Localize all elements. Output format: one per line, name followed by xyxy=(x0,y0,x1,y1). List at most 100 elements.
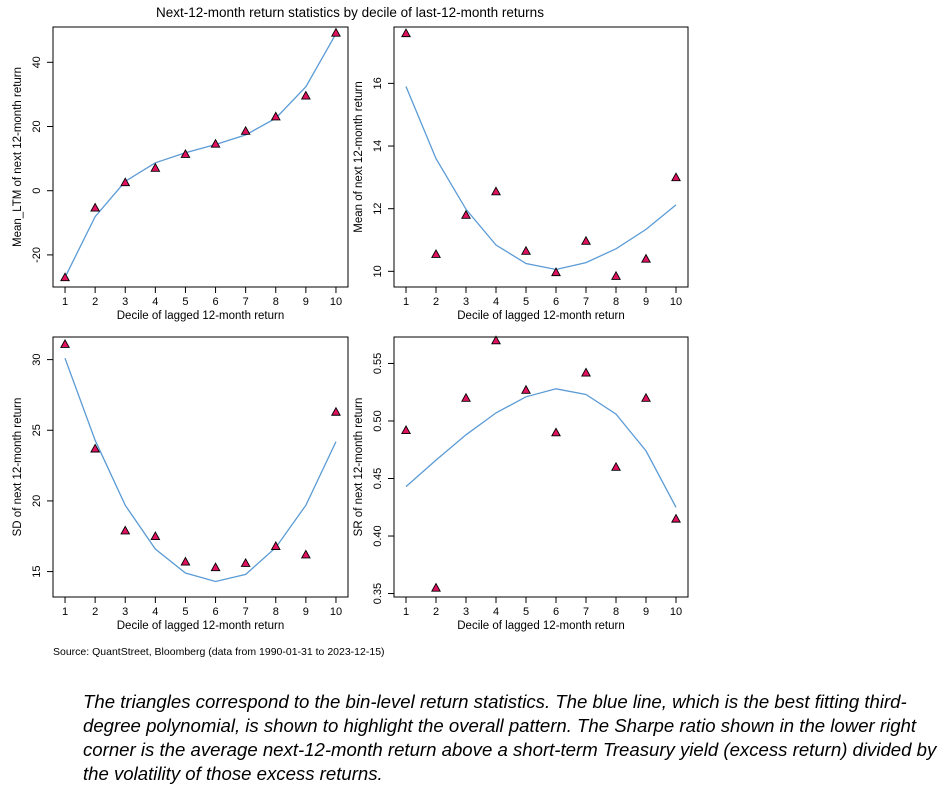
data-point-triangle xyxy=(431,582,441,592)
fit-line xyxy=(64,357,337,583)
fit-line xyxy=(405,388,677,508)
data-point-triangle xyxy=(431,248,441,258)
y-tick-label: 0.45 xyxy=(372,468,384,489)
panel-top-left: 1 2 3 4 5 6 7 8 9 10 -20 0 20 40 Decile of lagged 12-m… xyxy=(12,26,349,322)
data-point-triangle xyxy=(240,557,251,567)
data-point-triangle xyxy=(270,111,281,121)
x-axis-label: Decile of lagged 12-month return xyxy=(457,310,625,322)
x-tick-label: 8 xyxy=(273,296,279,308)
x-tick-label: 3 xyxy=(463,296,469,308)
data-point-triangle xyxy=(671,513,681,523)
plot-frame xyxy=(393,336,689,598)
x-tick-label: 7 xyxy=(583,296,589,308)
x-tick-label: 2 xyxy=(433,606,439,618)
x-tick-label: 8 xyxy=(273,606,279,618)
fit-line xyxy=(405,86,677,271)
x-tick-label: 5 xyxy=(523,606,529,618)
x-tick-label: 3 xyxy=(463,606,469,618)
plot-frame xyxy=(52,336,349,598)
data-point-triangle xyxy=(491,186,501,196)
data-point-triangle xyxy=(611,461,621,471)
x-tick-label: 10 xyxy=(670,606,682,618)
x-tick-label: 4 xyxy=(152,606,158,618)
data-point-triangle xyxy=(180,556,191,566)
x-tick-label: 3 xyxy=(122,606,128,618)
x-tick-label: 6 xyxy=(212,606,218,618)
x-tick-label: 8 xyxy=(613,606,619,618)
data-point-triangle xyxy=(240,125,251,135)
y-tick-label: 20 xyxy=(31,495,43,507)
data-point-triangle xyxy=(300,90,311,100)
x-axis-label: Decile of lagged 12-month return xyxy=(457,620,625,632)
x-tick-label: 9 xyxy=(303,606,309,618)
x-tick-label: 1 xyxy=(62,606,68,618)
data-point-triangle xyxy=(581,235,591,245)
y-tick-label: 0.40 xyxy=(372,525,384,546)
data-point-triangle xyxy=(611,270,621,280)
x-tick-label: 10 xyxy=(330,606,342,618)
plot-frame xyxy=(52,26,349,288)
y-axis-label: SD of next 12-month return xyxy=(12,398,24,537)
y-tick-label: 0.35 xyxy=(372,583,384,604)
data-point-triangle xyxy=(60,272,71,282)
data-point-triangle xyxy=(90,202,101,212)
data-point-triangle xyxy=(581,367,591,377)
source-note: Source: QuantStreet, Bloomberg (data fro… xyxy=(53,646,385,658)
x-tick-label: 2 xyxy=(92,296,98,308)
data-point-triangle xyxy=(491,335,501,345)
x-tick-label: 8 xyxy=(613,296,619,308)
y-tick-label: 15 xyxy=(31,565,43,577)
x-tick-label: 7 xyxy=(243,296,249,308)
data-point-triangle xyxy=(641,253,651,263)
data-point-triangle xyxy=(401,425,411,434)
panel-bottom-left: 1 2 3 4 5 6 7 8 9 10 15 20 25 30 Decile of lagged 12-m… xyxy=(12,336,349,632)
data-point-triangle xyxy=(300,549,311,559)
y-tick-label: 0.55 xyxy=(372,353,384,374)
x-tick-label: 5 xyxy=(523,296,529,308)
y-tick-label: 25 xyxy=(31,424,43,436)
x-tick-label: 7 xyxy=(583,606,589,618)
x-tick-label: 5 xyxy=(182,606,188,618)
y-axis-label: Mean of next 12-month return xyxy=(353,81,365,233)
x-tick-label: 9 xyxy=(643,296,649,308)
x-tick-label: 9 xyxy=(303,296,309,308)
x-tick-label: 9 xyxy=(643,606,649,618)
x-tick-label: 7 xyxy=(243,606,249,618)
y-tick-label: 30 xyxy=(31,353,43,365)
data-point-triangle xyxy=(461,392,471,402)
x-tick-label: 2 xyxy=(433,296,439,308)
data-point-triangle xyxy=(60,338,71,348)
y-tick-label: 0.50 xyxy=(372,410,384,431)
x-tick-label: 6 xyxy=(553,606,559,618)
x-tick-label: 10 xyxy=(330,296,342,308)
x-tick-label: 5 xyxy=(182,296,188,308)
fit-line xyxy=(64,33,337,278)
figure-title: Next-12-month return statistics by decil… xyxy=(156,5,544,20)
data-point-triangle xyxy=(90,443,101,453)
data-point-triangle xyxy=(551,267,561,277)
data-point-triangle xyxy=(330,27,341,37)
data-point-triangle xyxy=(641,392,651,402)
x-tick-label: 1 xyxy=(62,296,68,308)
data-point-triangle xyxy=(120,525,131,535)
x-tick-label: 10 xyxy=(670,296,682,308)
data-point-triangle xyxy=(120,177,131,187)
data-point-triangle xyxy=(330,406,341,416)
y-tick-label: 14 xyxy=(372,140,384,152)
data-point-triangle xyxy=(210,138,221,148)
data-point-triangle xyxy=(521,384,531,394)
data-point-triangle xyxy=(671,172,681,182)
x-axis-label: Decile of lagged 12-month return xyxy=(117,620,285,632)
y-tick-label: 10 xyxy=(372,265,384,277)
y-tick-label: -20 xyxy=(31,247,43,263)
y-tick-label: 16 xyxy=(372,77,384,89)
y-axis-label: SR of next 12-month return xyxy=(353,398,365,537)
x-tick-label: 3 xyxy=(122,296,128,308)
y-tick-label: 40 xyxy=(31,56,43,68)
panel-bottom-right: 1 2 3 4 5 6 7 8 9 10 0.35 0.40 0.45 0.50 0.55 Decile of… xyxy=(353,335,689,632)
data-point-triangle xyxy=(150,531,161,541)
x-axis-label: Decile of lagged 12-month return xyxy=(117,310,285,322)
x-tick-label: 6 xyxy=(553,296,559,308)
plot-frame xyxy=(393,26,689,288)
